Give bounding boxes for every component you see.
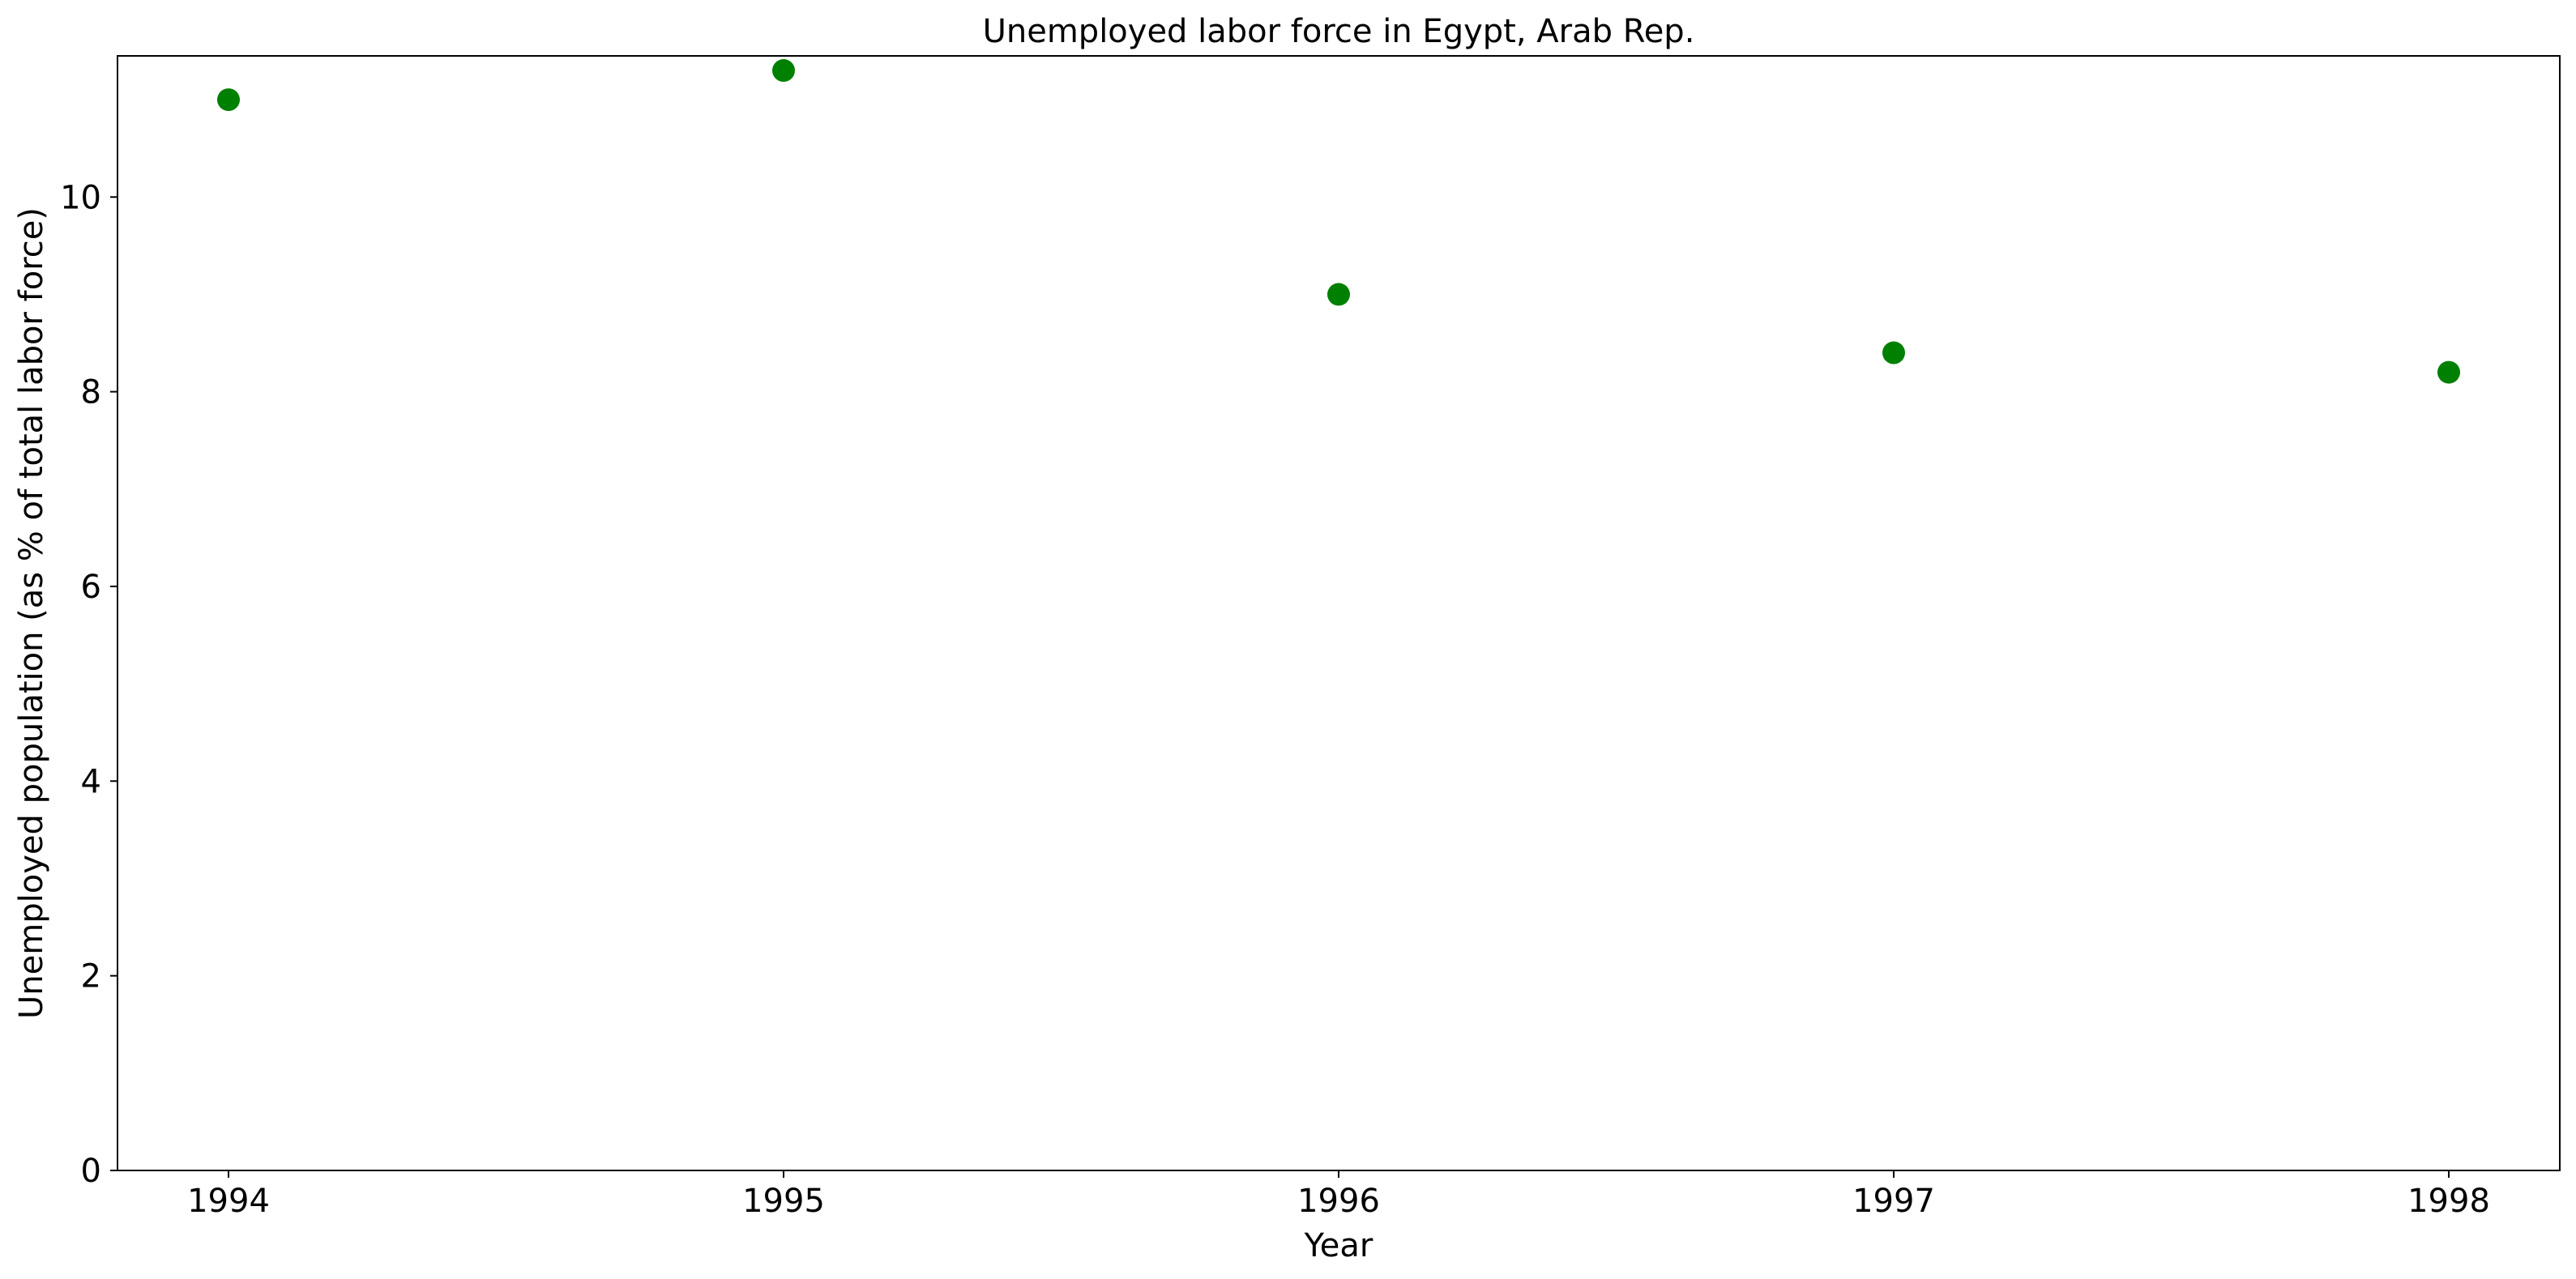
x-tick-label: 1994 <box>187 1183 270 1220</box>
data-point <box>1327 283 1350 306</box>
y-axis-ticks: 0 2 4 6 8 10 <box>60 179 117 1190</box>
chart-title: Unemployed labor force in Egypt, Arab Re… <box>983 13 1695 50</box>
y-tick-label: 2 <box>81 958 101 995</box>
y-tick-label: 0 <box>81 1153 101 1190</box>
x-axis-label: Year <box>1304 1227 1373 1264</box>
x-axis-ticks: 1994 1995 1996 1997 1998 <box>187 1170 2490 1220</box>
x-tick-label: 1998 <box>2407 1183 2490 1220</box>
y-axis-label: Unemployed population (as % of total lab… <box>13 207 50 1019</box>
data-point <box>772 59 795 83</box>
data-point <box>217 88 240 112</box>
data-point <box>2437 360 2460 384</box>
data-points <box>217 59 2460 384</box>
x-tick-label: 1995 <box>742 1183 825 1220</box>
y-tick-label: 8 <box>81 374 101 411</box>
y-tick-label: 10 <box>60 179 101 216</box>
x-tick-label: 1997 <box>1852 1183 1935 1220</box>
x-tick-label: 1996 <box>1297 1183 1380 1220</box>
plot-area-frame <box>117 55 2561 1171</box>
y-tick-label: 4 <box>81 763 101 800</box>
data-point <box>1882 341 1905 365</box>
y-tick-label: 6 <box>81 569 101 606</box>
